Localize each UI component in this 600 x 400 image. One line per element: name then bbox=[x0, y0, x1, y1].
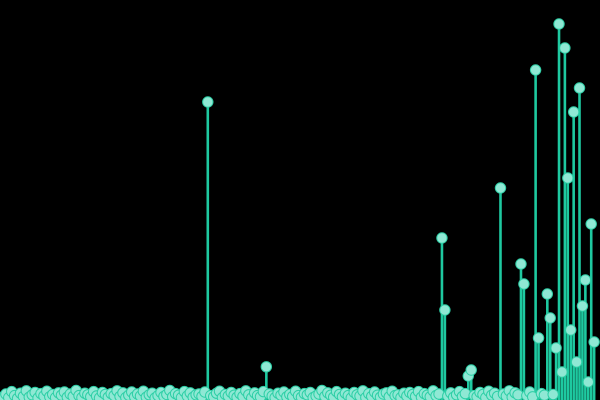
stem-marker bbox=[260, 361, 273, 373]
stem-marker bbox=[559, 42, 571, 54]
stem-marker bbox=[588, 336, 600, 348]
stem-marker bbox=[579, 274, 592, 286]
stem-marker bbox=[576, 300, 589, 312]
stem-marker bbox=[567, 106, 580, 118]
stem-marker bbox=[585, 218, 597, 230]
stem-marker bbox=[582, 376, 594, 388]
stem-marker bbox=[565, 324, 577, 336]
stem-marker-series bbox=[0, 18, 600, 400]
stem-marker bbox=[562, 172, 574, 184]
stem-marker bbox=[553, 18, 565, 30]
stem-marker bbox=[436, 232, 448, 244]
stem-marker bbox=[515, 258, 527, 270]
stem-marker bbox=[547, 388, 559, 400]
stem-marker bbox=[556, 366, 568, 378]
stem-marker bbox=[439, 304, 451, 316]
stem-marker bbox=[529, 64, 542, 76]
stem-marker bbox=[541, 288, 554, 300]
stem-marker bbox=[532, 332, 545, 344]
stem-marker bbox=[465, 364, 477, 376]
stem-marker bbox=[544, 312, 556, 324]
stem-marker bbox=[494, 182, 507, 194]
stem-marker bbox=[550, 342, 562, 354]
stem-marker bbox=[518, 278, 530, 290]
stem-marker bbox=[570, 356, 583, 368]
stem-marker bbox=[573, 82, 586, 94]
stem-marker bbox=[202, 96, 214, 108]
